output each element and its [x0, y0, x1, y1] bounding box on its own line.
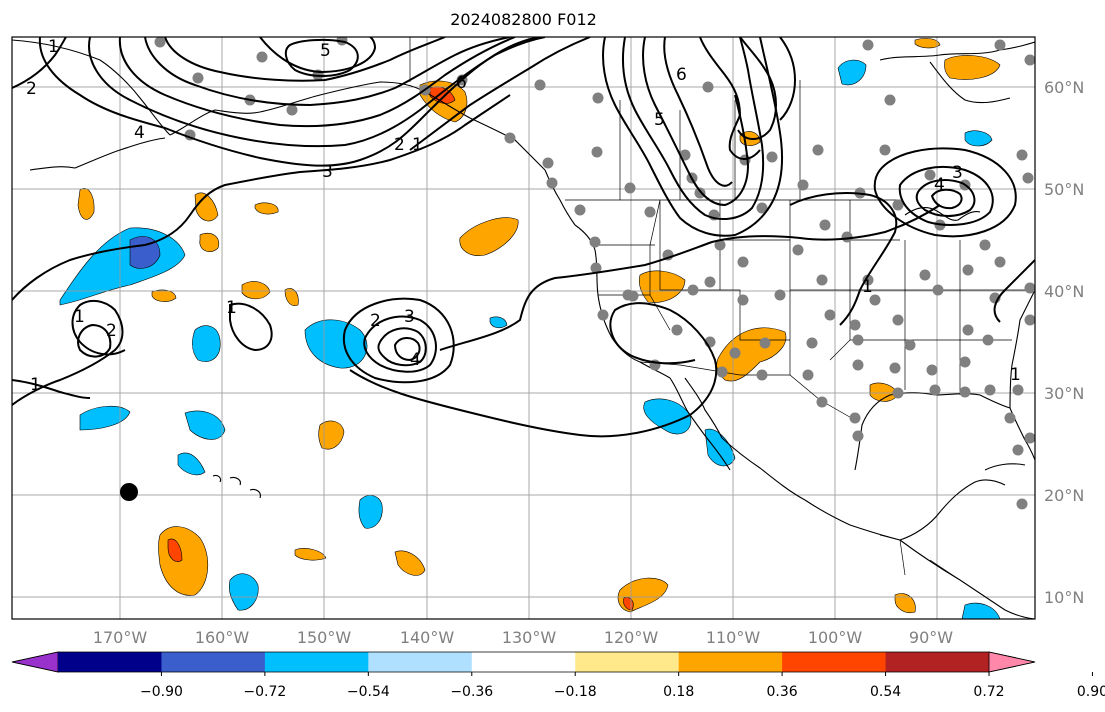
colorbar-segment — [161, 652, 265, 672]
contour-label: 3 — [322, 162, 333, 182]
colorbar-tick-label: 0.54 — [870, 684, 901, 700]
lat-label: 10°N — [1044, 588, 1084, 607]
lon-label: 150°W — [297, 628, 352, 647]
contour-label: 6 — [456, 73, 467, 93]
contour-label: 1 — [48, 37, 59, 57]
contour-label: 3 — [404, 307, 415, 327]
contour-label: 4 — [410, 350, 421, 370]
contour-label: 2 — [370, 311, 381, 331]
contour-label: 1 — [74, 307, 85, 327]
colorbar-tick-label: −0.54 — [347, 684, 390, 700]
contour-label: 6 — [676, 65, 687, 85]
colorbar-tick-label: 0.72 — [973, 684, 1004, 700]
colorbar-tick-label: −0.90 — [140, 684, 183, 700]
contour-label: 2 — [394, 135, 405, 155]
colorbar-segment — [265, 652, 369, 672]
contour-label: 2 — [26, 79, 37, 99]
contour-label: 1 — [1010, 365, 1021, 385]
contour-label: 5 — [654, 110, 665, 130]
colorbar-tick-label: −0.72 — [243, 684, 286, 700]
colorbar-segment — [368, 652, 472, 672]
lat-label: 40°N — [1044, 282, 1084, 301]
lat-label: 20°N — [1044, 486, 1084, 505]
map-area: 2 1 4 5 3 2 1 6 5 6 3 4 1 1 2 1 2 3 4 1 … — [12, 35, 1036, 620]
colorbar-segment — [886, 652, 990, 672]
shade-orange-t — [200, 233, 219, 251]
contour-label: 1 — [30, 375, 41, 395]
colorbar-segment — [575, 652, 679, 672]
colorbar-tick-label: 0.36 — [767, 684, 798, 700]
lon-label: 170°W — [93, 628, 148, 647]
colorbar-tick-label: −0.18 — [554, 684, 597, 700]
lon-label: 130°W — [502, 628, 557, 647]
colorbar-segment — [782, 652, 886, 672]
latitude-labels: 60°N 50°N 40°N 30°N 20°N 10°N — [1044, 78, 1084, 607]
lon-label: 120°W — [604, 628, 659, 647]
lat-label: 30°N — [1044, 384, 1084, 403]
colorbar — [12, 652, 1035, 672]
contour-label: 1 — [862, 277, 873, 297]
contour-label: 1 — [226, 298, 237, 318]
colorbar-segment — [679, 652, 783, 672]
colorbar-ticks: −0.90 −0.72 −0.54 −0.36 −0.18 0.18 0.36 0.54 0.7… — [140, 672, 1105, 700]
contour-label: 1 — [412, 135, 423, 155]
colorbar-tick-label: 0.18 — [663, 684, 694, 700]
shade-blue-a — [192, 326, 220, 362]
lon-label: 100°W — [808, 628, 863, 647]
contour-label: 4 — [134, 123, 145, 143]
lat-label: 50°N — [1044, 180, 1084, 199]
location-marker — [120, 483, 138, 501]
colorbar-segment — [472, 652, 576, 672]
lon-label: 160°W — [195, 628, 250, 647]
colorbar-tick-label: 0.90 — [1077, 684, 1105, 700]
contour-label: 2 — [106, 321, 117, 341]
contour-label: 5 — [320, 41, 331, 61]
lon-label: 110°W — [706, 628, 761, 647]
map-figure: 2 1 4 5 3 2 1 6 5 6 3 4 1 1 2 1 2 3 4 1 … — [0, 0, 1105, 712]
longitude-labels: 170°W 160°W 150°W 140°W 130°W 120°W 110°… — [93, 628, 953, 647]
colorbar-extend-low — [12, 652, 58, 672]
lon-label: 90°W — [909, 628, 953, 647]
contour-label: 4 — [934, 175, 945, 195]
contour-label: 3 — [952, 163, 963, 183]
lat-label: 60°N — [1044, 78, 1084, 97]
lon-label: 140°W — [400, 628, 455, 647]
colorbar-extend-high — [989, 652, 1035, 672]
colorbar-tick-label: −0.36 — [450, 684, 493, 700]
colorbar-segment — [58, 652, 162, 672]
